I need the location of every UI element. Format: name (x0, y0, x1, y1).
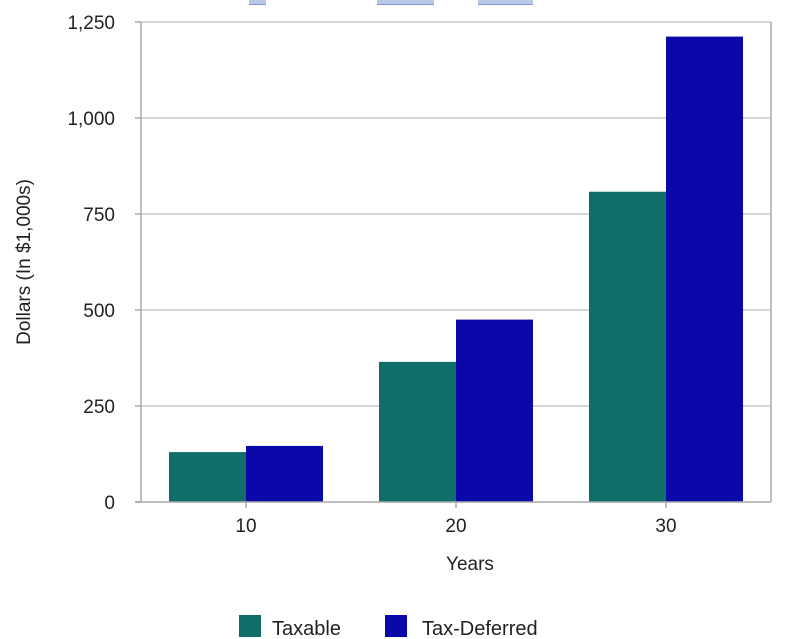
bar-tax-deferred-30 (666, 36, 743, 502)
y-tick-labels: 0 250 500 750 1,000 1,250 (67, 13, 115, 514)
y-tick-label: 250 (83, 397, 115, 418)
top-link-fragment[interactable] (377, 0, 434, 5)
bar-taxable-30 (589, 191, 666, 502)
y-tick-label: 0 (104, 493, 115, 514)
y-tick-label: 750 (83, 205, 115, 226)
legend: Taxable Tax-Deferred (239, 615, 538, 639)
bar-taxable-20 (379, 361, 456, 502)
axes (135, 21, 772, 508)
bar-taxable-10 (169, 452, 246, 502)
legend-label-taxable: Taxable (272, 618, 341, 639)
y-tick-label: 1,250 (67, 13, 115, 34)
x-tick-label: 20 (445, 516, 466, 537)
legend-label-tax-deferred: Tax-Deferred (422, 618, 538, 639)
y-axis-title: Dollars (In $1,000s) (14, 179, 35, 345)
y-tick-label: 1,000 (67, 109, 115, 130)
bars (169, 36, 743, 502)
x-axis-title: Years (446, 554, 494, 575)
bar-tax-deferred-10 (246, 445, 323, 502)
legend-swatch-taxable (239, 615, 261, 637)
top-link-fragment[interactable] (249, 0, 266, 5)
x-tick-label: 30 (655, 516, 676, 537)
top-link-fragment[interactable] (478, 0, 533, 5)
x-tick-labels: 10 20 30 (235, 516, 676, 537)
y-tick-label: 500 (83, 301, 115, 322)
x-tick-label: 10 (235, 516, 256, 537)
legend-swatch-tax-deferred (385, 615, 407, 637)
bar-tax-deferred-20 (456, 319, 533, 502)
